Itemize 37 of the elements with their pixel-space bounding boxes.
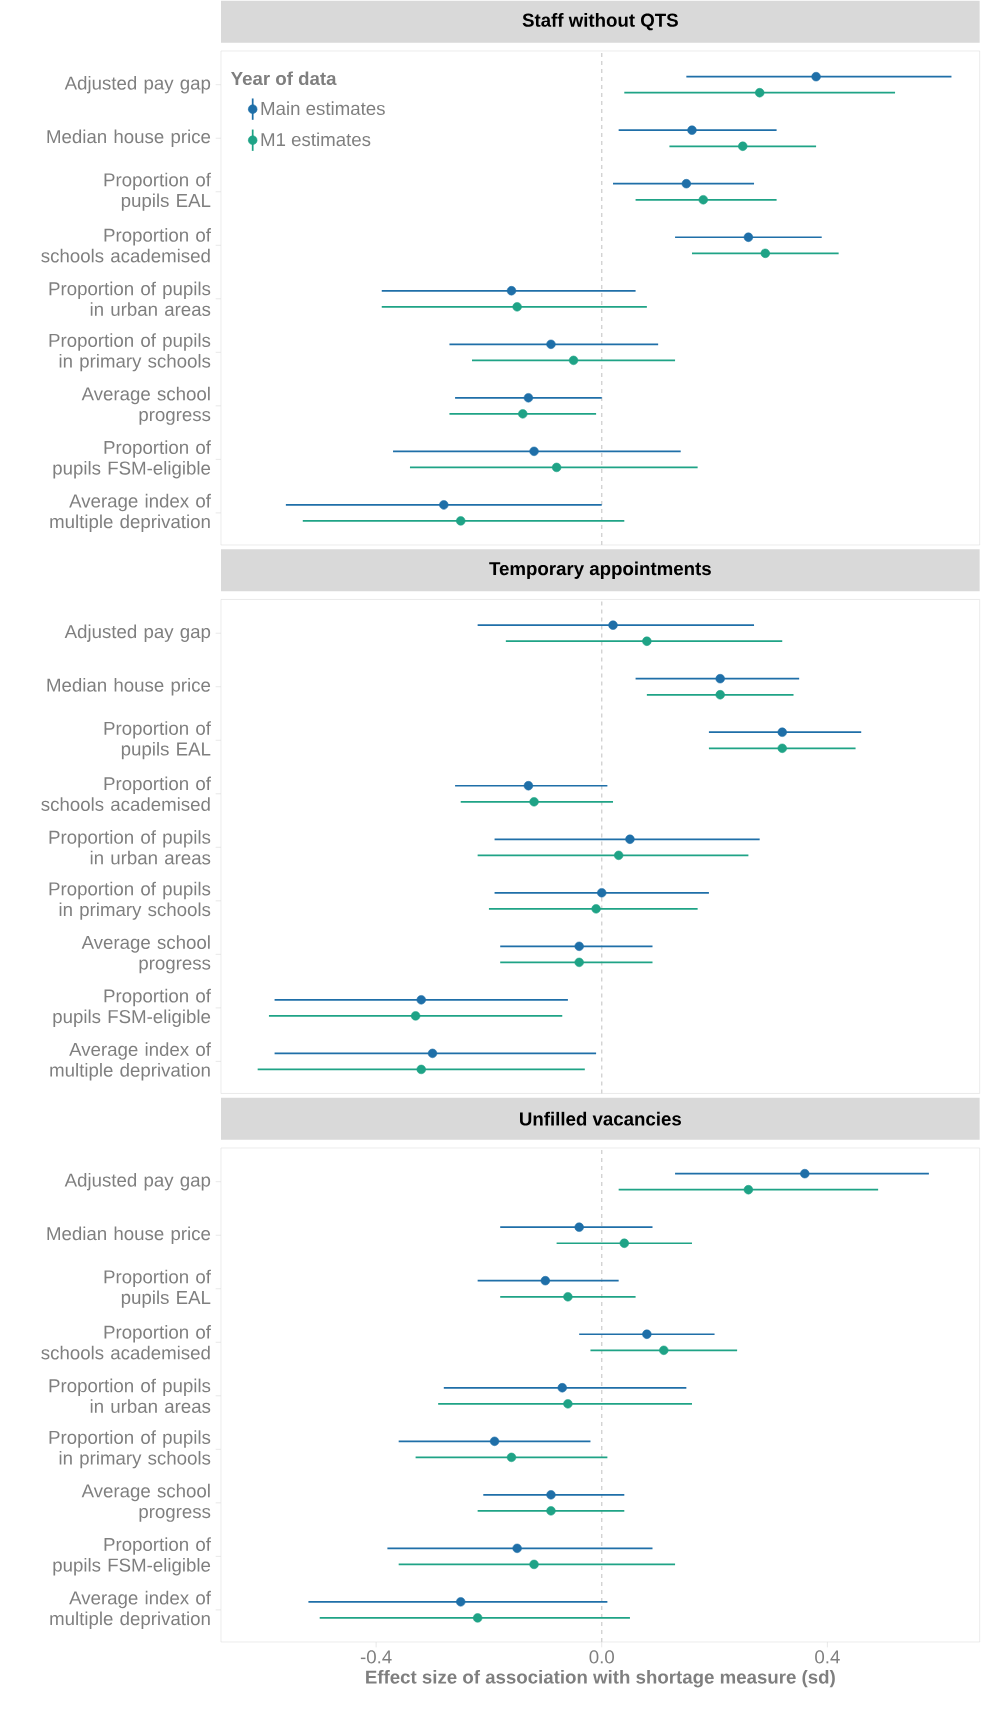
y-tick-label: Proportion of pupils in urban areas bbox=[49, 830, 211, 865]
y-tick-label: Adjusted pay gap bbox=[64, 76, 211, 94]
y-tick-label: Proportion of schools academised bbox=[41, 228, 211, 263]
legend-label: M1 estimates bbox=[261, 132, 371, 147]
y-tick-label: Proportion of pupils in primary schools bbox=[49, 881, 211, 920]
y-tick-label: Median house price bbox=[47, 1226, 211, 1244]
y-tick-label: Adjusted pay gap bbox=[64, 624, 211, 642]
x-tick-label: -0.4 bbox=[360, 1650, 392, 1664]
y-tick-label: Proportion of pupils in primary schools bbox=[49, 333, 211, 372]
y-tick-label: Proportion of pupils FSM-eligible bbox=[53, 988, 211, 1027]
chart-title: Temporary appointments bbox=[489, 561, 711, 579]
x-tick-label: 0.4 bbox=[815, 1650, 840, 1664]
y-tick-label: Average school progress bbox=[81, 386, 211, 425]
y-tick-label: Proportion of schools academised bbox=[41, 1325, 211, 1360]
y-tick-label: Average school progress bbox=[81, 1483, 211, 1522]
y-tick-label: Average index of multiple deprivation bbox=[50, 493, 211, 532]
x-tick-label: 0.0 bbox=[589, 1650, 614, 1664]
y-tick-label: Median house price bbox=[47, 678, 211, 696]
y-tick-label: Proportion of pupils in urban areas bbox=[49, 281, 211, 316]
y-tick-label: Proportion of schools academised bbox=[41, 776, 211, 811]
y-tick-label: Average index of multiple deprivation bbox=[50, 1042, 211, 1081]
y-tick-label: Proportion of pupils EAL bbox=[104, 172, 211, 211]
y-tick-label: Median house price bbox=[47, 129, 211, 147]
y-tick-label: Average index of multiple deprivation bbox=[50, 1590, 211, 1629]
y-tick-label: Adjusted pay gap bbox=[64, 1173, 211, 1191]
legend-title: Year of data bbox=[231, 71, 337, 86]
y-tick-label: Proportion of pupils in urban areas bbox=[49, 1378, 211, 1413]
x-axis-title: Effect size of association with shortage measure (sd) bbox=[366, 1669, 835, 1688]
chart-title: Staff without QTS bbox=[522, 13, 678, 31]
y-tick-label: Average school progress bbox=[81, 935, 211, 974]
y-tick-label: Proportion of pupils FSM-eligible bbox=[53, 1537, 211, 1576]
y-tick-label: Proportion of pupils EAL bbox=[104, 721, 211, 760]
legend-label: Main estimates bbox=[261, 101, 385, 116]
y-tick-label: Proportion of pupils EAL bbox=[104, 1269, 211, 1308]
y-tick-label: Proportion of pupils FSM-eligible bbox=[53, 440, 211, 479]
y-tick-label: Proportion of pupils in primary schools bbox=[49, 1430, 211, 1469]
chart-title: Unfilled vacancies bbox=[520, 1111, 681, 1126]
